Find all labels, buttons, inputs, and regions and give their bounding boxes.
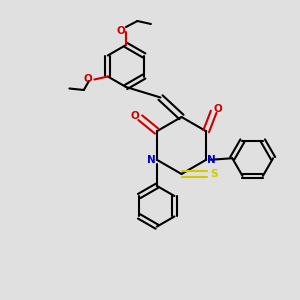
Text: O: O bbox=[84, 74, 93, 85]
Text: N: N bbox=[207, 155, 216, 165]
Text: O: O bbox=[116, 26, 125, 36]
Text: O: O bbox=[130, 111, 139, 121]
Text: S: S bbox=[210, 169, 217, 179]
Text: N: N bbox=[147, 155, 156, 165]
Text: O: O bbox=[214, 104, 223, 114]
